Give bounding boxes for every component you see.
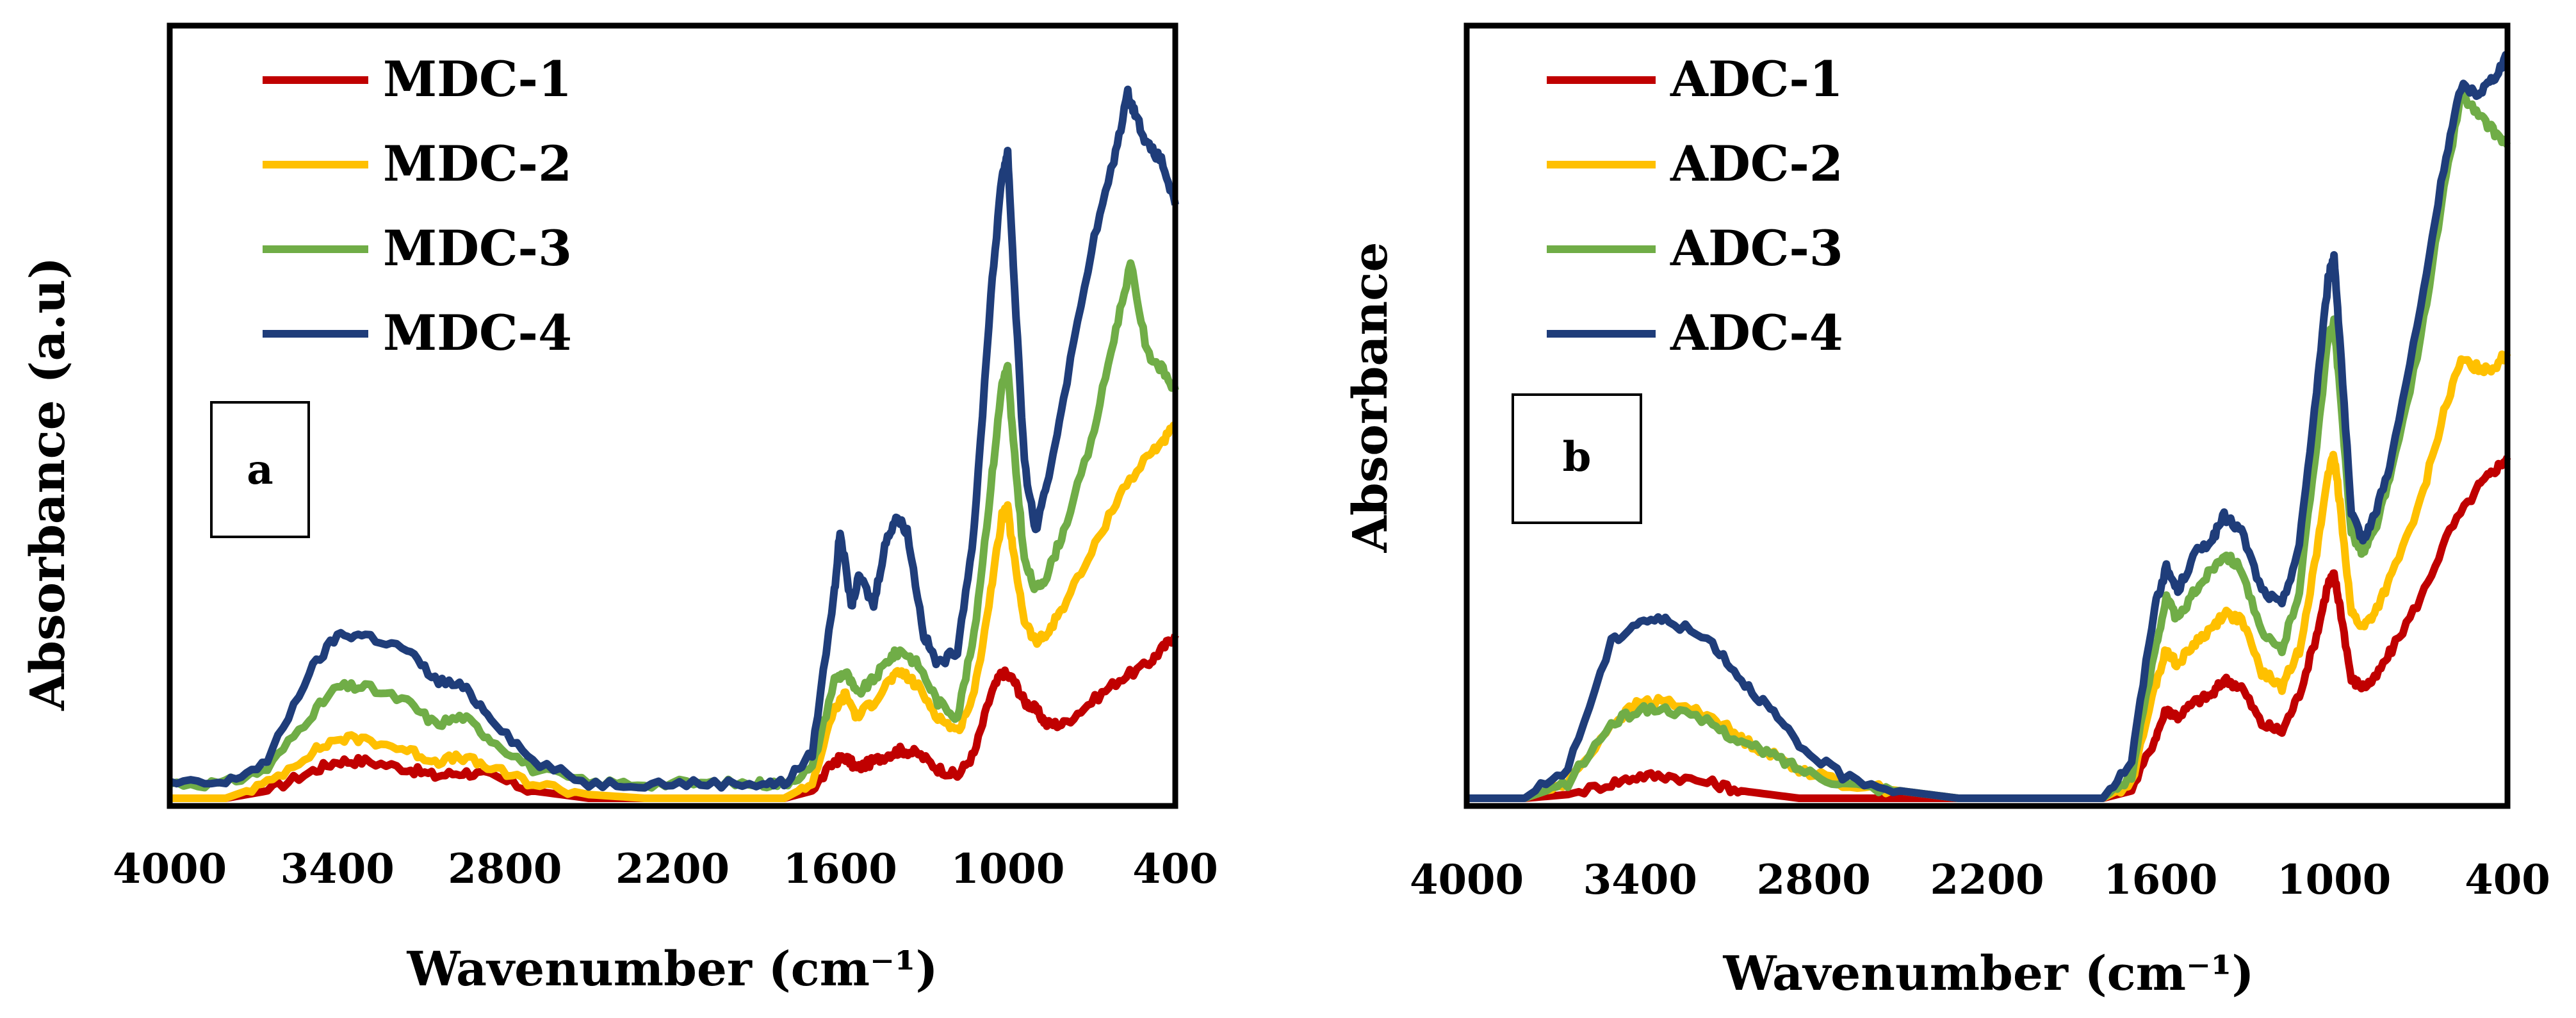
plot-lines bbox=[168, 85, 1179, 802]
x-tick-label: 1600 bbox=[2103, 856, 2217, 904]
series-line-mdc-3 bbox=[168, 259, 1179, 792]
panel-label-box bbox=[210, 401, 310, 538]
legend-label: ADC-2 bbox=[1670, 135, 1843, 192]
legend-label: ADC-4 bbox=[1670, 304, 1843, 361]
series-line-adc-1 bbox=[1467, 455, 2511, 802]
x-tick-label: 400 bbox=[1132, 845, 1218, 893]
panel-label: a bbox=[247, 446, 273, 494]
x-tick-label: 2800 bbox=[1757, 856, 1871, 904]
series-line-adc-2 bbox=[1467, 350, 2511, 802]
panel-label: b bbox=[1563, 433, 1592, 481]
chart-panel-a: 4000 3400 2800 2200 1600 1000 400 Wavenumber (… bbox=[20, 22, 1218, 997]
x-tick-label: 1000 bbox=[950, 845, 1064, 893]
legend-label: ADC-1 bbox=[1670, 51, 1843, 108]
x-tick-labels: 4000 3400 2800 2200 1600 1000 400 bbox=[1410, 856, 2550, 904]
plot-frame bbox=[1463, 22, 2511, 809]
series-line-mdc-4 bbox=[168, 85, 1179, 792]
legend-label: MDC-3 bbox=[383, 220, 572, 277]
x-tick-label: 3400 bbox=[1583, 856, 1697, 904]
plot-lines bbox=[1467, 51, 2511, 802]
series-line-mdc-1 bbox=[170, 634, 1179, 802]
x-tick-labels: 4000 3400 2800 2200 1600 1000 400 bbox=[113, 845, 1218, 893]
y-axis-title: Absorbance bbox=[1343, 242, 1398, 554]
legend-label: MDC-1 bbox=[383, 51, 572, 108]
x-tick-label: 4000 bbox=[1410, 856, 1524, 904]
plot-frame bbox=[167, 22, 1178, 809]
x-tick-label: 400 bbox=[2465, 856, 2550, 904]
x-tick-label: 4000 bbox=[113, 845, 227, 893]
y-axis-title: Absorbance (a.u) bbox=[20, 257, 76, 711]
x-tick-label: 2800 bbox=[448, 845, 562, 893]
legend: MDC-1 MDC-2 MDC-3 MDC-4 bbox=[263, 51, 572, 361]
x-tick-label: 1000 bbox=[2277, 856, 2391, 904]
legend-label: ADC-3 bbox=[1670, 220, 1843, 277]
x-axis-title: Wavenumber (cm⁻¹) bbox=[1722, 946, 2254, 1001]
x-tick-label: 3400 bbox=[281, 845, 395, 893]
legend-label: MDC-4 bbox=[383, 304, 572, 361]
x-axis-title: Wavenumber (cm⁻¹) bbox=[406, 942, 938, 997]
chart-panel-b: 4000 3400 2800 2200 1600 1000 400 Wavenumber (… bbox=[1343, 22, 2550, 1001]
legend-label: MDC-2 bbox=[383, 135, 572, 192]
series-line-adc-4 bbox=[1467, 51, 2510, 802]
legend: ADC-1 ADC-2 ADC-3 ADC-4 bbox=[1547, 51, 1843, 361]
series-line-mdc-2 bbox=[170, 421, 1178, 802]
x-tick-label: 1600 bbox=[783, 845, 897, 893]
panel-label-box bbox=[1512, 393, 1642, 524]
x-tick-label: 2200 bbox=[615, 845, 730, 893]
x-tick-label: 2200 bbox=[1930, 856, 2044, 904]
